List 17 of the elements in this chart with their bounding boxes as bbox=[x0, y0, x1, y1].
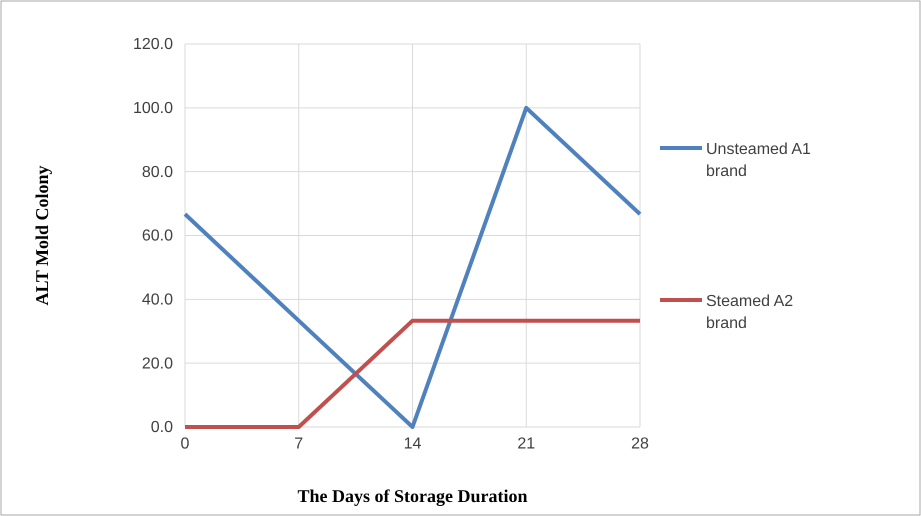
y-tick-label: 40.0 bbox=[142, 291, 174, 308]
y-axis-title: ALT Mold Colony bbox=[32, 165, 52, 306]
y-tick-label: 120.0 bbox=[132, 36, 174, 54]
y-tick-label: 0.0 bbox=[150, 419, 174, 436]
y-tick-label: 100.0 bbox=[132, 100, 174, 117]
x-tick-label: 7 bbox=[294, 435, 304, 452]
x-tick-label: 0 bbox=[180, 435, 190, 452]
legend-label: Steamed A2 brand bbox=[706, 293, 794, 332]
x-tick-label: 28 bbox=[631, 435, 649, 452]
x-tick-label: 21 bbox=[517, 435, 536, 452]
legend-label: Unsteamed A1 brand bbox=[706, 141, 812, 180]
y-tick-label: 80.0 bbox=[142, 164, 174, 181]
x-axis-title: The Days of Storage Duration bbox=[298, 486, 528, 506]
y-tick-label: 60.0 bbox=[142, 228, 174, 245]
x-tick-label: 14 bbox=[404, 435, 422, 452]
line-series bbox=[183, 106, 642, 429]
y-tick-label: 20.0 bbox=[142, 355, 174, 372]
